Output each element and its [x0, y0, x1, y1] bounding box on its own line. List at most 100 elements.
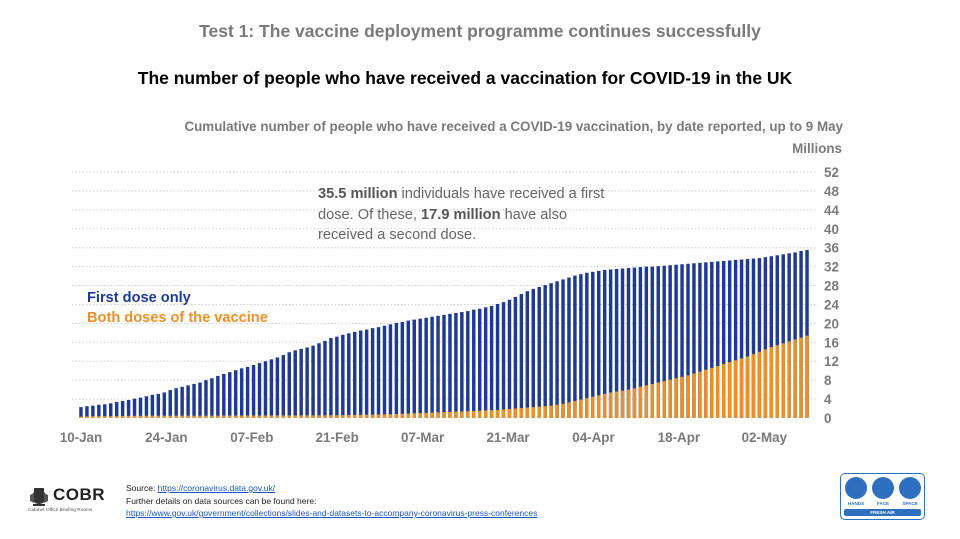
first-dose-bar [537, 286, 541, 418]
both-doses-bar [156, 415, 161, 418]
both-doses-bar [674, 378, 678, 418]
both-doses-bar [418, 413, 422, 418]
both-doses-bar [114, 416, 119, 418]
both-doses-bar [799, 337, 803, 418]
first-dose-bar [335, 336, 339, 418]
x-tick-label: 21-Feb [316, 430, 359, 445]
first-dose-bar [656, 266, 660, 418]
source-link[interactable]: https://coronavirus.data.gov.uk/ [157, 483, 276, 493]
both-doses-bar [120, 415, 125, 418]
hands-icon [845, 477, 867, 499]
first-dose-bar [424, 317, 428, 418]
first-dose-bar [591, 271, 595, 418]
x-tick-label: 04-Apr [572, 430, 615, 445]
first-dose-bar [132, 398, 137, 418]
first-dose-bar [358, 330, 363, 418]
both-doses-bar [745, 356, 750, 418]
first-dose-total: 35.5 million [318, 186, 398, 202]
both-doses-bar [263, 415, 268, 418]
first-dose-bar [602, 269, 607, 418]
both-doses-bar [424, 412, 428, 418]
first-dose-bar [448, 313, 452, 418]
first-dose-bar [585, 272, 589, 418]
both-doses-bar [406, 413, 411, 418]
both-doses-bar [638, 386, 643, 418]
both-doses-bar [495, 409, 500, 418]
both-doses-bar [710, 367, 714, 418]
both-doses-bar [335, 415, 339, 418]
first-dose-bar [138, 397, 143, 418]
details-link[interactable]: https://www.gov.uk/government/collection… [126, 508, 538, 518]
first-dose-bar [186, 385, 190, 418]
first-dose-bar [364, 329, 369, 418]
both-doses-bar [662, 381, 666, 418]
both-doses-bar [716, 365, 720, 418]
first-dose-bar [668, 265, 672, 418]
first-dose-bar [311, 345, 315, 418]
first-dose-bar [543, 285, 547, 418]
legend-first-dose: First dose only [87, 290, 191, 306]
both-doses-bar [198, 415, 202, 418]
both-doses-bar [644, 385, 649, 418]
both-doses-bar [591, 396, 595, 418]
first-dose-bar [114, 401, 119, 418]
first-dose-bar [263, 361, 268, 418]
both-doses-bar [579, 399, 583, 418]
first-dose-bar [257, 363, 262, 418]
both-doses-bar [216, 415, 220, 418]
royal-crest-icon [30, 488, 48, 506]
both-doses-bar [602, 393, 607, 418]
first-dose-bar [120, 400, 125, 418]
both-doses-bar [317, 415, 321, 418]
first-dose-bar [245, 366, 250, 418]
first-dose-bar [418, 318, 422, 418]
first-dose-bar [198, 382, 202, 418]
both-doses-bar [85, 416, 89, 418]
first-dose-bar [805, 250, 809, 418]
first-dose-bar [555, 281, 559, 418]
first-dose-bar [614, 268, 619, 418]
both-doses-bar [442, 412, 446, 418]
first-dose-bar [204, 380, 208, 418]
first-dose-bar [472, 309, 476, 418]
first-dose-bar [769, 256, 774, 418]
both-doses-bar [109, 416, 113, 418]
both-doses-bar [751, 354, 756, 418]
both-doses-bar [269, 415, 274, 418]
both-doses-bar [454, 411, 458, 418]
both-doses-bar [555, 404, 559, 418]
first-dose-bar [341, 334, 345, 418]
first-dose-bar [430, 316, 434, 418]
first-dose-bar [275, 357, 280, 418]
first-dose-bar [400, 321, 405, 418]
first-dose-bar [579, 274, 583, 418]
y-tick-label: 32 [824, 260, 839, 275]
both-doses-bar [132, 415, 137, 418]
first-dose-bar [305, 347, 309, 418]
first-dose-bar [388, 324, 393, 418]
both-doses-bar [103, 416, 107, 418]
both-doses-bar [382, 414, 387, 418]
first-dose-bar [597, 270, 601, 418]
first-dose-bar [156, 393, 161, 418]
both-doses-bar [329, 415, 333, 418]
first-dose-bar [269, 359, 274, 418]
first-dose-bar [233, 370, 238, 418]
both-doses-bar [144, 415, 149, 418]
both-doses-bar [364, 414, 369, 418]
both-doses-bar [233, 415, 238, 418]
first-dose-bar [168, 390, 172, 418]
first-dose-bar [150, 394, 155, 418]
first-dose-bar [781, 254, 785, 418]
both-doses-bar [781, 343, 785, 418]
x-tick-label: 10-Jan [60, 430, 102, 445]
both-doses-bar [460, 411, 464, 418]
both-doses-bar [733, 360, 738, 418]
first-dose-bar [608, 269, 613, 418]
first-dose-bar [626, 268, 631, 418]
first-dose-bar [793, 252, 797, 418]
y-tick-label: 0 [824, 411, 831, 426]
first-dose-bar [180, 386, 184, 418]
first-dose-bar [531, 288, 535, 418]
both-doses-bar [299, 415, 303, 418]
